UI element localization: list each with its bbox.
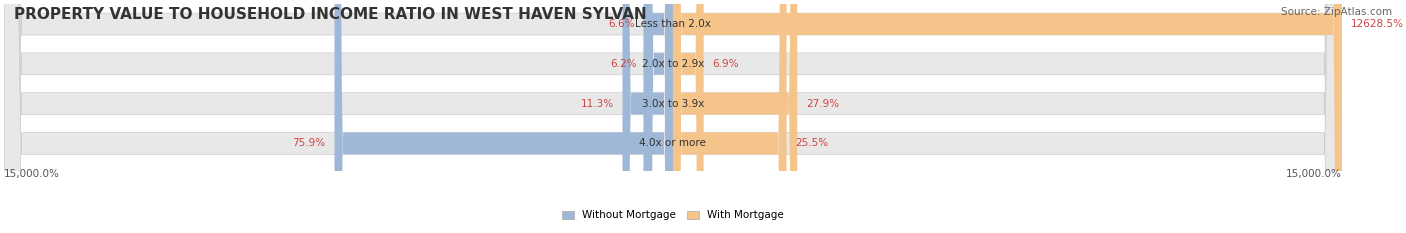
Text: 75.9%: 75.9% [292, 138, 326, 148]
Text: 15,000.0%: 15,000.0% [1285, 169, 1341, 179]
FancyBboxPatch shape [4, 0, 1341, 233]
Text: 15,000.0%: 15,000.0% [4, 169, 60, 179]
FancyBboxPatch shape [623, 0, 673, 233]
Text: 11.3%: 11.3% [581, 99, 613, 109]
Text: PROPERTY VALUE TO HOUSEHOLD INCOME RATIO IN WEST HAVEN SYLVAN: PROPERTY VALUE TO HOUSEHOLD INCOME RATIO… [14, 7, 647, 22]
Text: 6.2%: 6.2% [610, 59, 637, 69]
Text: 27.9%: 27.9% [806, 99, 839, 109]
Legend: Without Mortgage, With Mortgage: Without Mortgage, With Mortgage [557, 206, 789, 225]
Text: 3.0x to 3.9x: 3.0x to 3.9x [641, 99, 704, 109]
FancyBboxPatch shape [673, 0, 786, 233]
Text: 12628.5%: 12628.5% [1351, 19, 1403, 29]
Text: 6.9%: 6.9% [713, 59, 740, 69]
FancyBboxPatch shape [673, 0, 703, 233]
FancyBboxPatch shape [335, 0, 673, 233]
FancyBboxPatch shape [644, 0, 673, 233]
Text: Source: ZipAtlas.com: Source: ZipAtlas.com [1281, 7, 1392, 17]
FancyBboxPatch shape [4, 0, 1341, 233]
Text: 25.5%: 25.5% [796, 138, 828, 148]
Text: 4.0x or more: 4.0x or more [640, 138, 706, 148]
FancyBboxPatch shape [4, 0, 1341, 233]
Text: 2.0x to 2.9x: 2.0x to 2.9x [641, 59, 704, 69]
FancyBboxPatch shape [673, 0, 797, 233]
FancyBboxPatch shape [673, 0, 1341, 233]
Text: Less than 2.0x: Less than 2.0x [636, 19, 711, 29]
FancyBboxPatch shape [4, 0, 1341, 233]
Text: 6.6%: 6.6% [607, 19, 634, 29]
FancyBboxPatch shape [645, 0, 673, 233]
